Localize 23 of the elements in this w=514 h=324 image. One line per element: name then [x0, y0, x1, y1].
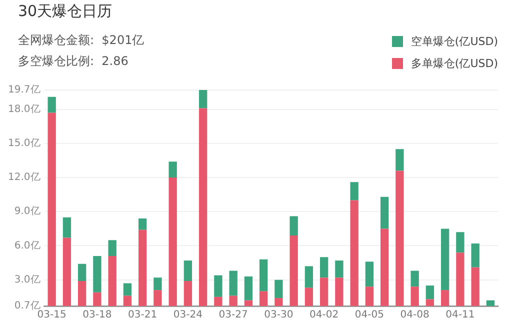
legend-label: 空单爆仓(亿USD) — [410, 34, 498, 48]
y-tick-label: 9.0亿 — [14, 206, 40, 218]
y-tick-label: 18.0亿 — [8, 104, 40, 115]
y-tick-label: 0.7亿 — [14, 300, 40, 312]
y-tick-label: 15.0亿 — [8, 138, 40, 150]
x-tick-label: 03-30 — [264, 310, 294, 321]
x-tick-label: 04-05 — [354, 310, 384, 321]
x-tick-label: 04-11 — [446, 310, 475, 321]
x-tick-label: 03-27 — [218, 310, 248, 321]
x-tick-label: 03-24 — [173, 310, 202, 321]
x-tick-label: 04-02 — [310, 310, 339, 321]
text: 多空爆仓比例: 2.86 — [18, 53, 128, 70]
y-tick-label: 3.0亿 — [14, 274, 40, 286]
y-tick-label: 6.0亿 — [14, 240, 40, 252]
legend-label: 多单爆仓(亿USD) — [410, 56, 498, 70]
text: 全网爆仓金额: $201亿 — [18, 32, 144, 49]
y-tick-label: 19.7亿 — [8, 84, 40, 96]
x-tick-label: 03-18 — [82, 310, 112, 321]
y-tick-label: 12.0亿 — [8, 172, 40, 184]
x-tick-label: 03-21 — [128, 310, 158, 321]
x-tick-label: 03-15 — [37, 310, 66, 321]
chart-title: 30天爆仓日历 — [18, 2, 112, 21]
x-tick-label: 04-08 — [400, 310, 430, 321]
